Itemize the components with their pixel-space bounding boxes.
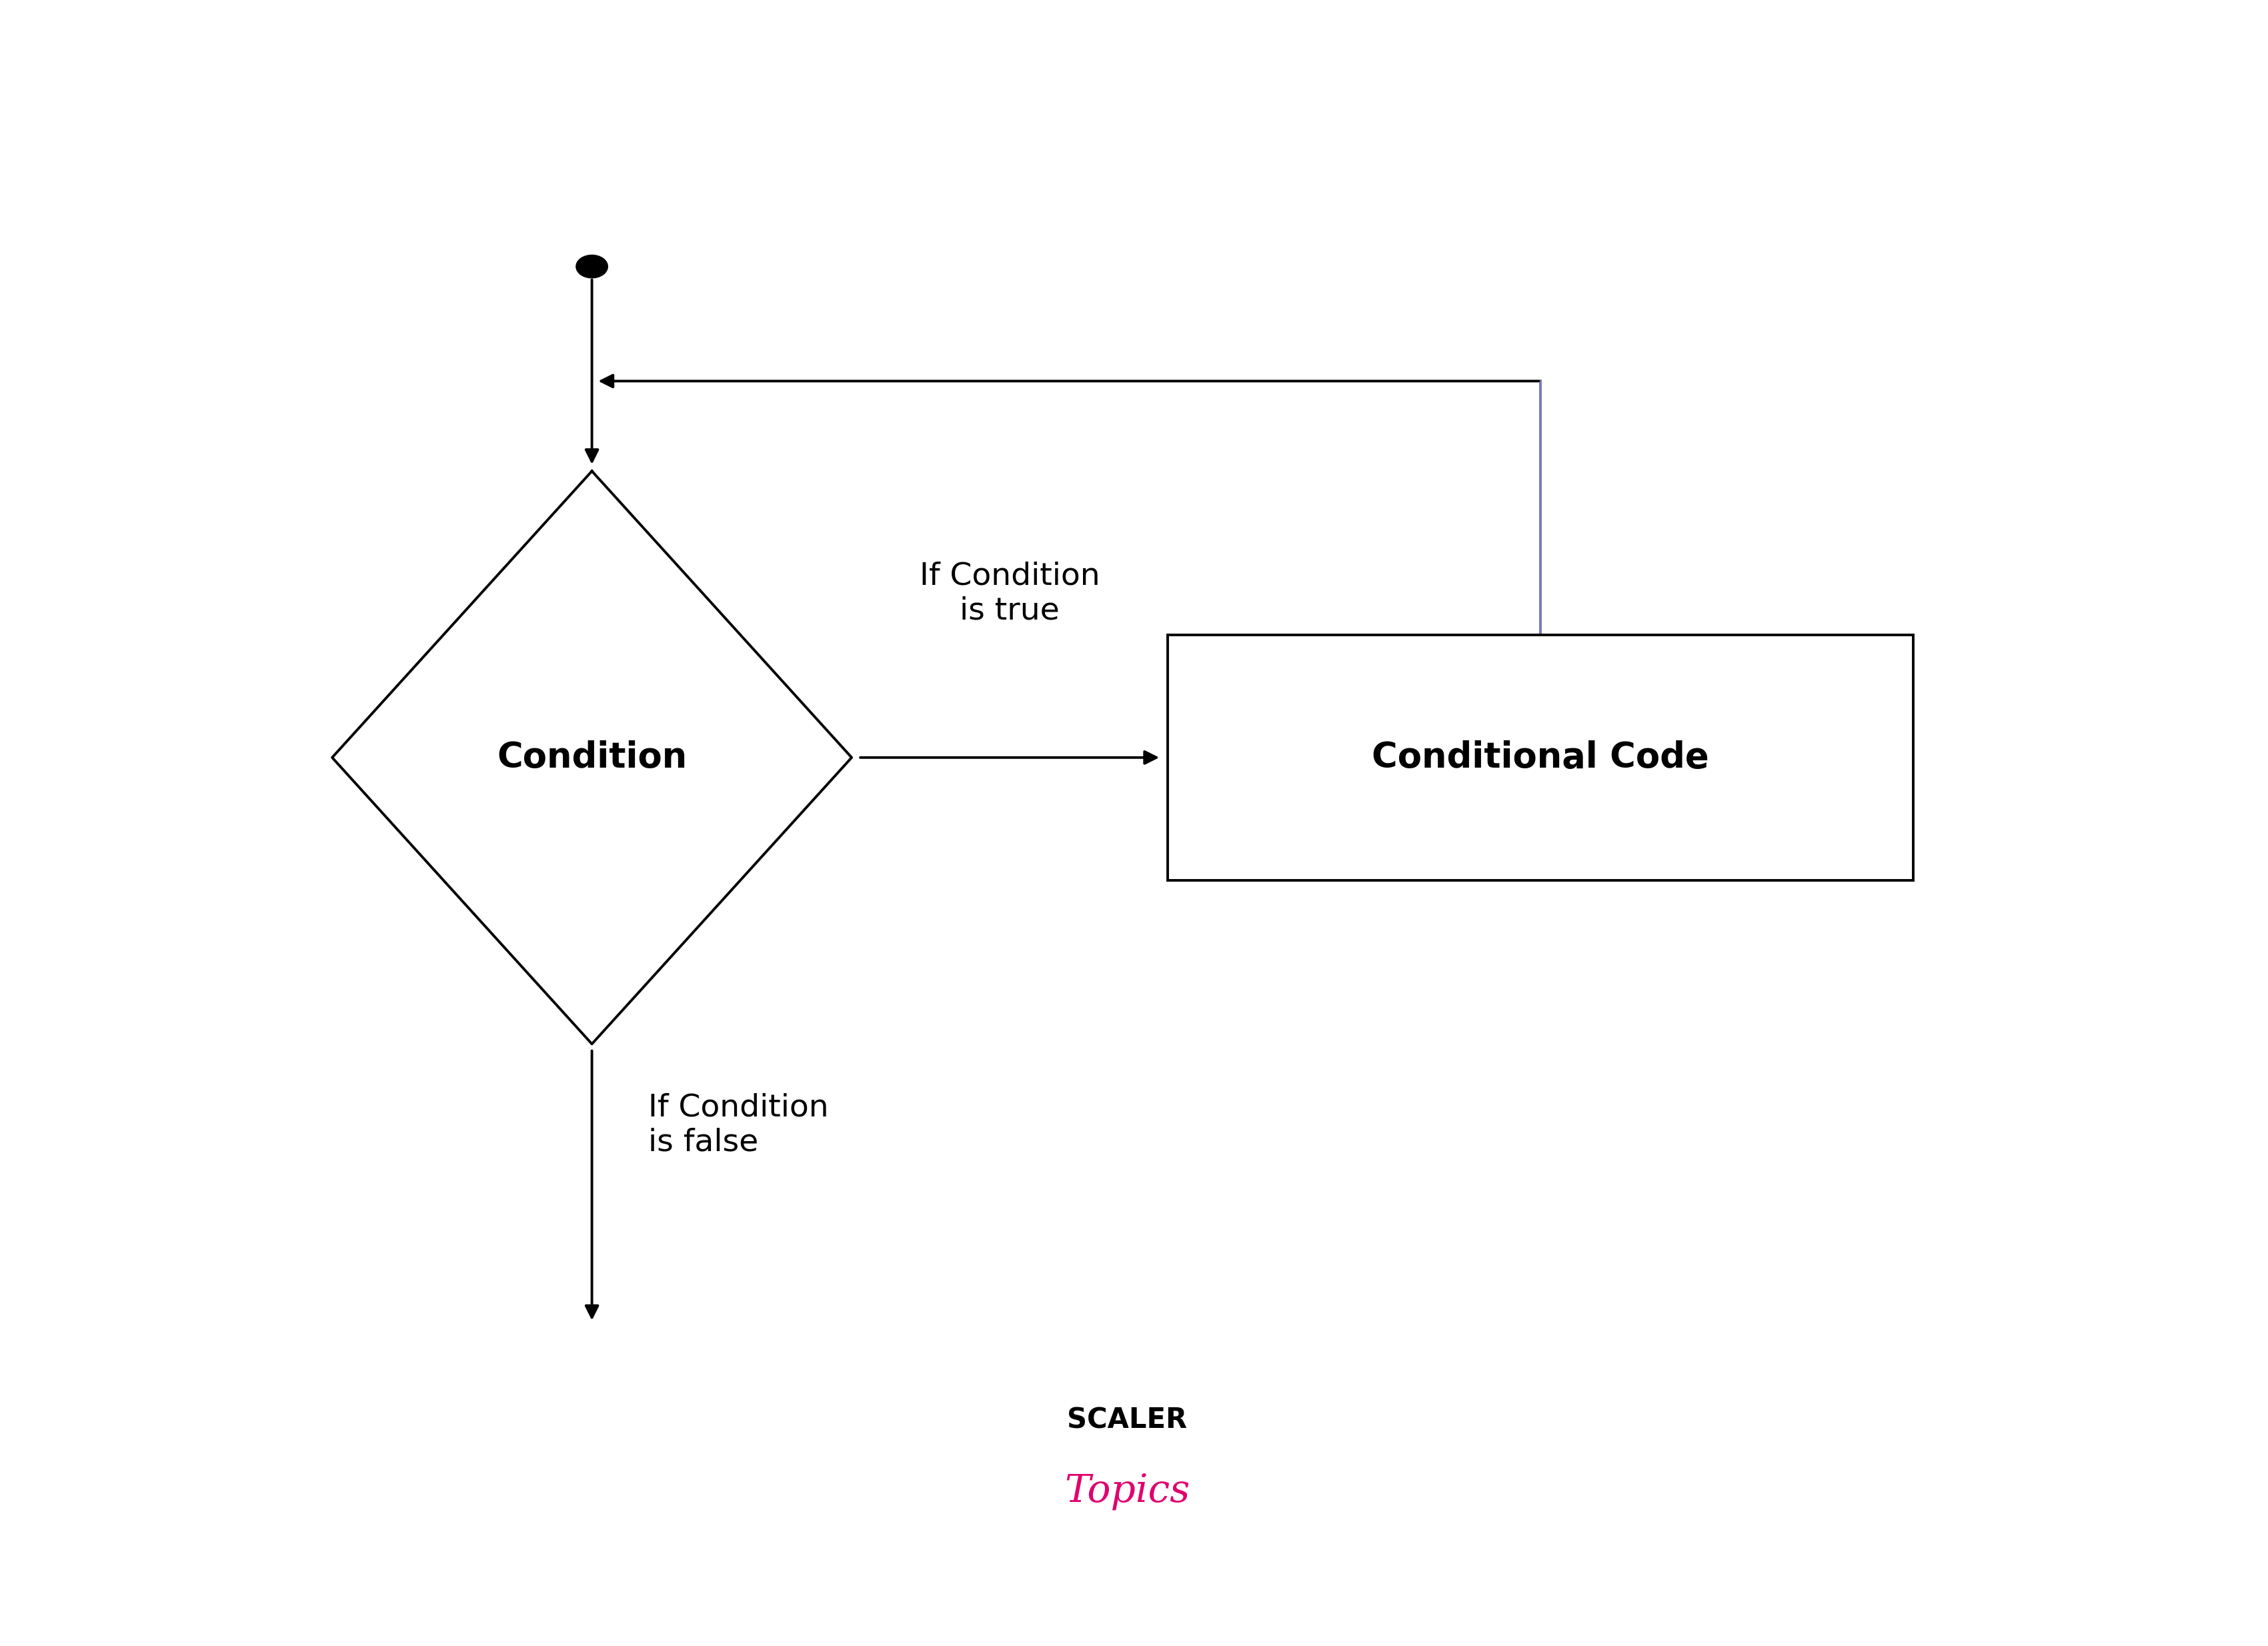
Text: If Condition
is true: If Condition is true [919, 561, 1100, 625]
Text: Condition: Condition [497, 741, 687, 775]
Text: SCALER: SCALER [1068, 1406, 1186, 1434]
FancyBboxPatch shape [1168, 635, 1914, 881]
Text: Topics: Topics [1064, 1472, 1191, 1509]
Circle shape [576, 255, 608, 278]
Text: If Condition
is false: If Condition is false [649, 1093, 828, 1157]
Text: Conditional Code: Conditional Code [1372, 741, 1710, 775]
